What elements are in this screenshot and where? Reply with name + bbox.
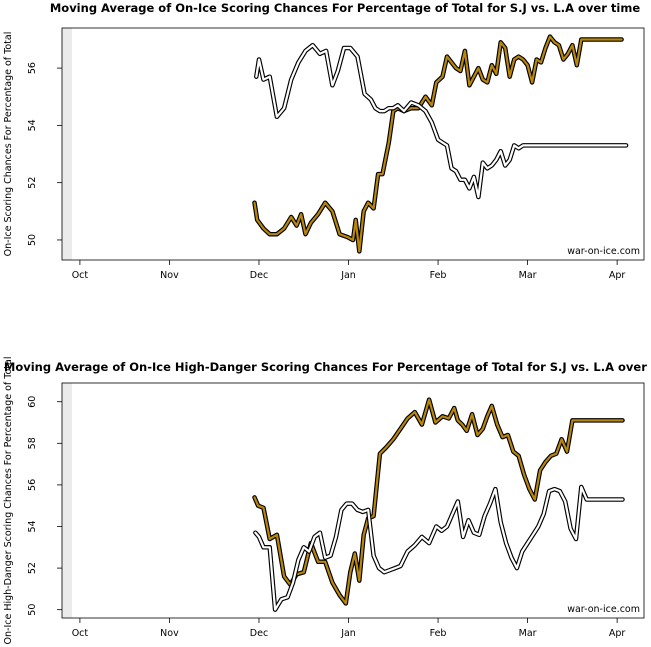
- x-tick-label: Nov: [160, 270, 179, 281]
- plot-left-band: [62, 383, 72, 618]
- y-tick-label: 56: [27, 479, 38, 491]
- chart-title: Moving Average of On-Ice High-Danger Sco…: [4, 360, 651, 374]
- x-tick-label: Dec: [250, 270, 268, 281]
- y-tick-label: 60: [27, 396, 38, 408]
- x-tick-label: Mar: [519, 270, 537, 281]
- x-tick-label: Oct: [72, 270, 89, 281]
- y-tick-label: 52: [27, 177, 38, 189]
- x-tick-label: Oct: [72, 628, 89, 639]
- x-tick-label: Apr: [609, 628, 626, 639]
- scoring-chances-chart: Moving Average of On-Ice Scoring Chances…: [3, 1, 645, 281]
- series-sj-line: [253, 35, 623, 253]
- y-tick-label: 56: [27, 62, 38, 74]
- plot-frame: [61, 382, 645, 619]
- x-tick-label: Jan: [340, 270, 356, 281]
- x-tick-label: Jan: [340, 628, 356, 639]
- y-tick-label: 52: [27, 562, 38, 574]
- x-tick-label: Apr: [609, 270, 626, 281]
- x-tick-label: Dec: [250, 628, 268, 639]
- series-sj-line: [253, 398, 624, 605]
- y-tick-label: 50: [27, 604, 38, 616]
- watermark: war-on-ice.com: [567, 604, 640, 615]
- plot-frame: [61, 27, 645, 261]
- x-tick-label: Mar: [519, 628, 537, 639]
- series-la-line-outline: [254, 42, 629, 200]
- y-tick-label: 58: [27, 437, 38, 449]
- x-tick-label: Nov: [160, 628, 179, 639]
- y-tick-label: 54: [27, 520, 38, 532]
- x-tick-label: Feb: [430, 628, 447, 639]
- series-la-line: [255, 44, 628, 199]
- series-la-line: [254, 485, 624, 611]
- plot-left-band: [62, 28, 72, 260]
- chart-title: Moving Average of On-Ice Scoring Chances…: [50, 1, 640, 15]
- watermark: war-on-ice.com: [567, 246, 640, 257]
- y-tick-label: 50: [27, 234, 38, 246]
- x-tick-label: Feb: [430, 270, 447, 281]
- y-axis-label: On-Ice Scoring Chances For Percentage of…: [3, 32, 14, 257]
- y-tick-label: 54: [27, 119, 38, 131]
- high-danger-chances-chart: Moving Average of On-Ice High-Danger Sco…: [3, 357, 651, 645]
- y-axis-label: On-Ice High-Danger Scoring Chances For P…: [3, 357, 14, 645]
